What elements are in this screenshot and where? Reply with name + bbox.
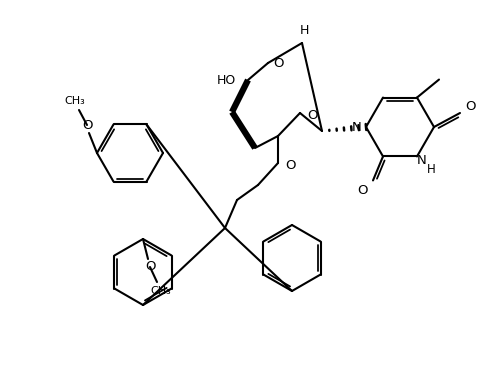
Text: O: O	[82, 118, 92, 131]
Text: N: N	[352, 121, 362, 134]
Text: CH₃: CH₃	[64, 96, 86, 106]
Text: O: O	[145, 260, 156, 273]
Text: O: O	[273, 56, 283, 69]
Text: H: H	[300, 23, 308, 36]
Text: O: O	[465, 99, 475, 112]
Text: O: O	[307, 108, 318, 121]
Text: N: N	[417, 154, 427, 167]
Text: H: H	[426, 163, 436, 176]
Text: O: O	[358, 184, 368, 197]
Text: CH₃: CH₃	[150, 286, 172, 296]
Text: HO: HO	[216, 73, 236, 86]
Text: O: O	[285, 158, 295, 171]
